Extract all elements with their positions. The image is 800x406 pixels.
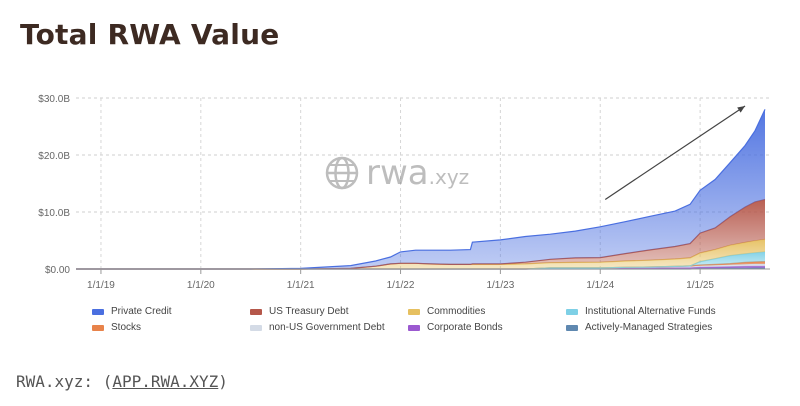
x-tick-label: 1/1/24 <box>586 280 614 291</box>
legend-swatch <box>408 308 420 315</box>
legend-label: Institutional Alternative Funds <box>585 306 716 317</box>
series-line-private-credit <box>76 109 766 270</box>
legend-swatch <box>566 324 578 331</box>
legend-item[interactable]: Private Credit <box>92 306 250 317</box>
x-tick-label: 1/1/21 <box>287 280 315 291</box>
x-tick-label: 1/1/22 <box>387 280 415 291</box>
legend-label: US Treasury Debt <box>269 306 349 317</box>
legend-label: Private Credit <box>111 306 172 317</box>
source-note: RWA.xyz: (APP.RWA.XYZ) <box>16 372 228 391</box>
legend-label: Stocks <box>111 322 142 333</box>
watermark: rwa.xyz <box>324 153 469 193</box>
legend-label: Corporate Bonds <box>427 322 503 333</box>
legend-item[interactable]: US Treasury Debt <box>250 306 408 317</box>
legend-swatch <box>250 308 262 315</box>
legend-label: Commodities <box>427 306 486 317</box>
legend-item[interactable]: Commodities <box>408 306 566 317</box>
y-tick-label: $10.0B <box>38 208 70 219</box>
x-tick-label: 1/1/19 <box>87 280 115 291</box>
legend-swatch <box>92 324 104 331</box>
x-tick-label: 1/1/20 <box>187 280 215 291</box>
legend-label: non-US Government Debt <box>269 322 385 333</box>
legend-label: Actively-Managed Strategies <box>585 322 713 333</box>
page-title: Total RWA Value <box>20 18 280 51</box>
legend-item[interactable]: Stocks <box>92 322 250 333</box>
source-link[interactable]: APP.RWA.XYZ <box>112 372 219 391</box>
legend-item[interactable]: Corporate Bonds <box>408 322 566 333</box>
x-tick-label: 1/1/25 <box>686 280 714 291</box>
globe-icon <box>325 156 359 190</box>
legend-item[interactable]: non-US Government Debt <box>250 322 408 333</box>
x-tick-label: 1/1/23 <box>486 280 514 291</box>
y-tick-label: $30.0B <box>38 94 70 105</box>
y-tick-label: $20.0B <box>38 151 70 162</box>
trend-arrow-head <box>737 105 746 113</box>
axes: $0.00 $10.0B $20.0B $30.0B 1/1/19 1/1/20 1/1/2… <box>38 94 770 291</box>
legend-swatch <box>566 308 578 315</box>
y-tick-label: $0.00 <box>45 265 70 276</box>
watermark-text: rwa.xyz <box>366 153 470 193</box>
legend-swatch <box>92 308 104 315</box>
trend-arrow <box>604 105 746 200</box>
legend-item[interactable]: Actively-Managed Strategies <box>566 322 766 333</box>
area-chart: $0.00 $10.0B $20.0B $30.0B 1/1/19 1/1/20 1/1/2… <box>38 94 770 291</box>
legend-item[interactable]: Institutional Alternative Funds <box>566 306 766 317</box>
legend-swatch <box>250 324 262 331</box>
chart-area: $0.00 $10.0B $20.0B $30.0B 1/1/19 1/1/20 1/1/2… <box>0 80 800 342</box>
legend-swatch <box>408 324 420 331</box>
annotations <box>604 105 746 200</box>
chart-legend: Private Credit US Treasury Debt Commoditie… <box>92 306 792 333</box>
series-area-private-credit <box>76 109 765 270</box>
